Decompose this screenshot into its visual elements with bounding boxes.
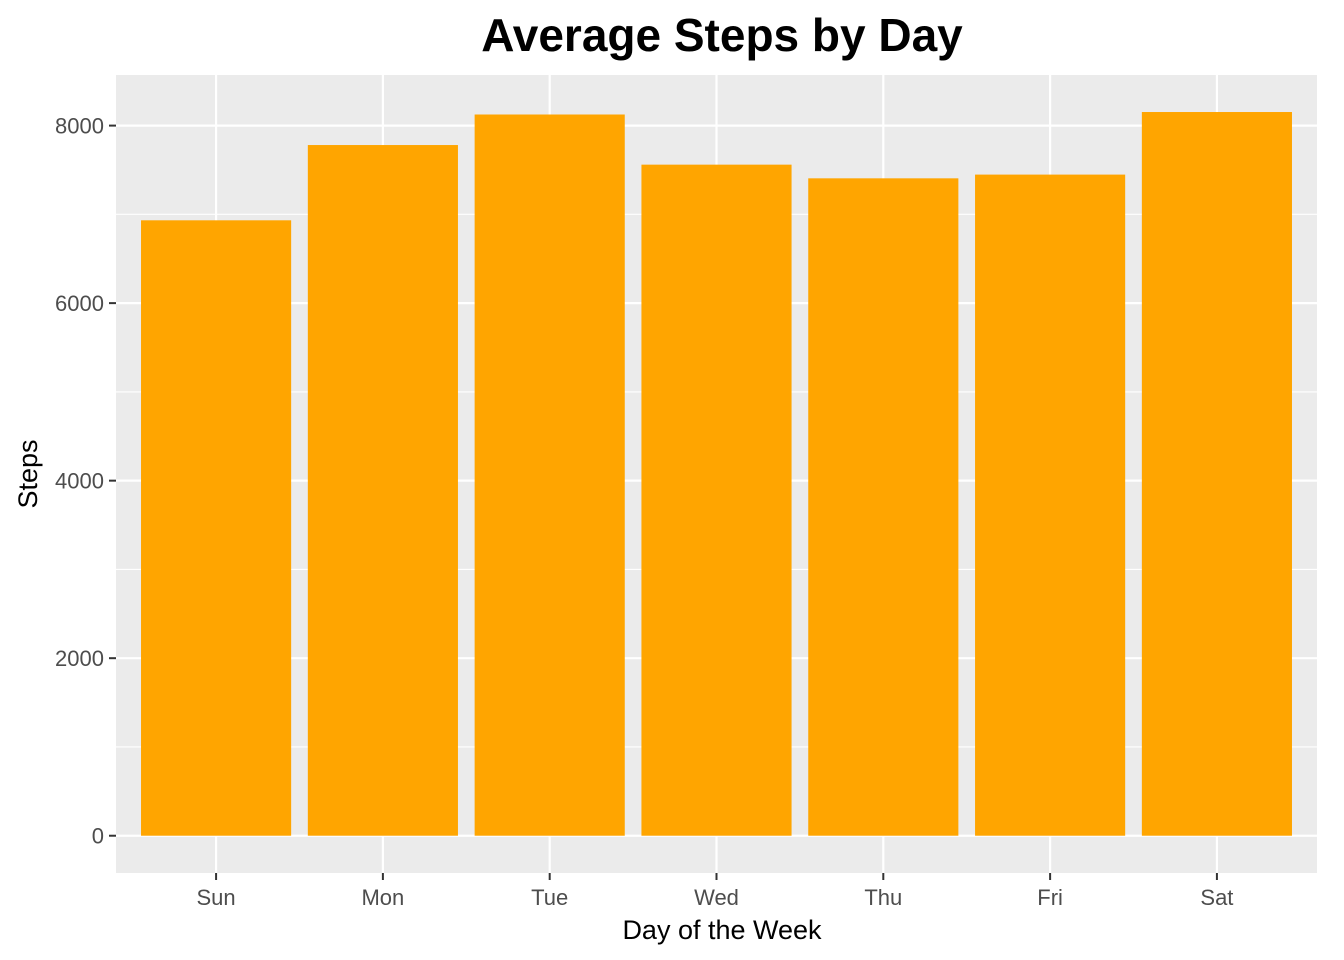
bar-tue <box>474 114 625 836</box>
y-tick-label: 0 <box>92 824 104 849</box>
bar-mon <box>307 145 458 836</box>
x-tick-label: Mon <box>361 885 404 910</box>
bar-sat <box>1141 112 1292 836</box>
x-axis-title: Day of the Week <box>622 915 822 945</box>
bar-wed <box>641 164 792 836</box>
y-tick-label: 4000 <box>55 469 104 494</box>
y-axis: 0 2000 4000 6000 8000 <box>55 114 116 849</box>
y-axis-title: Steps <box>13 439 43 508</box>
y-tick-label: 8000 <box>55 114 104 139</box>
chart-title: Average Steps by Day <box>481 9 963 61</box>
bar-sun <box>141 220 292 836</box>
x-tick-label: Thu <box>864 885 902 910</box>
bar-thu <box>808 178 959 836</box>
x-tick-label: Sun <box>197 885 236 910</box>
bar-fri <box>975 174 1126 836</box>
y-tick-label: 2000 <box>55 646 104 671</box>
x-tick-label: Wed <box>694 885 739 910</box>
bars <box>141 112 1292 836</box>
x-tick-label: Tue <box>531 885 568 910</box>
y-tick-label: 6000 <box>55 291 104 316</box>
x-tick-label: Sat <box>1200 885 1233 910</box>
x-tick-label: Fri <box>1037 885 1063 910</box>
x-axis: Sun Mon Tue Wed Thu Fri Sat <box>197 873 1233 910</box>
